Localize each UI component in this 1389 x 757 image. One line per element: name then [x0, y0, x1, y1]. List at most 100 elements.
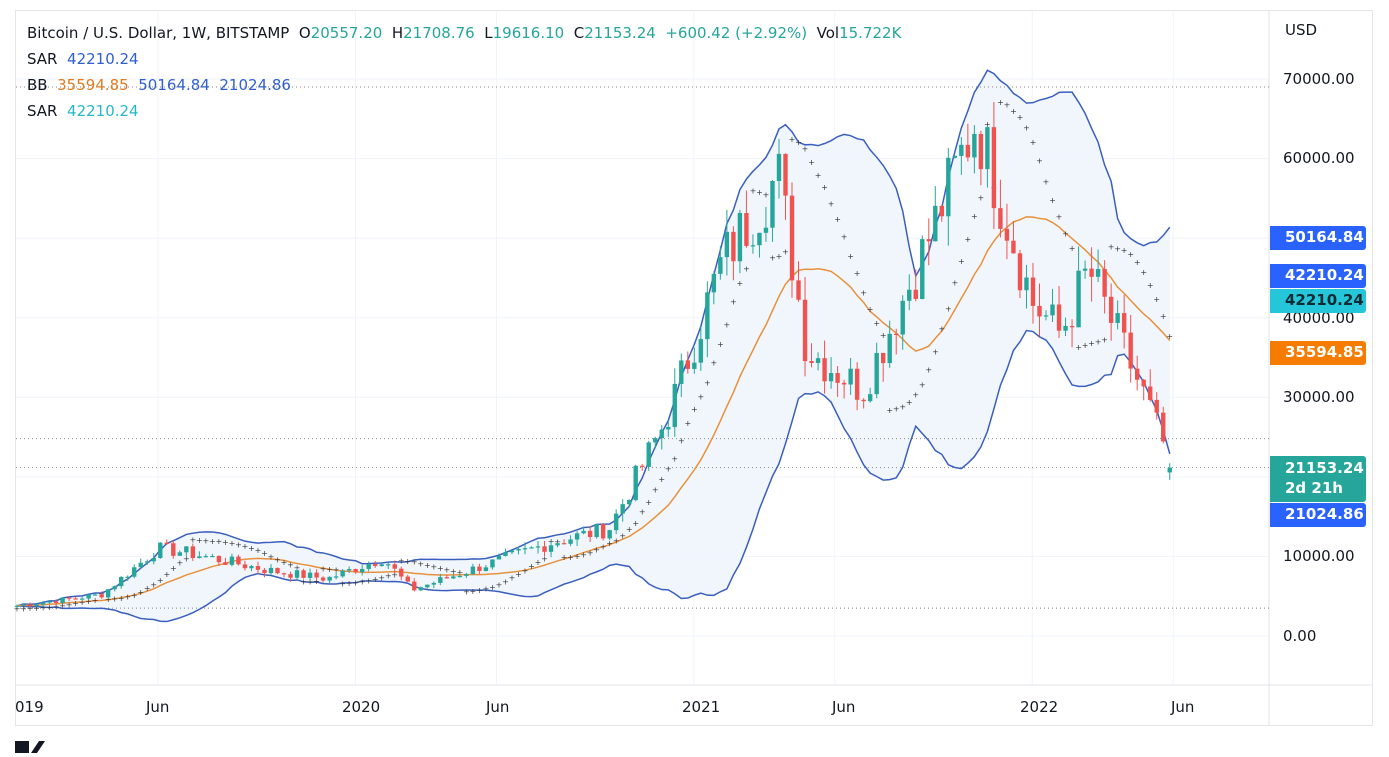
candle-body: [112, 586, 117, 590]
candle-body: [555, 543, 560, 546]
volume-value: 15.722K: [839, 24, 902, 42]
candle-body: [359, 568, 365, 573]
candle-body: [262, 569, 267, 574]
sar-dot: +: [737, 279, 744, 288]
candle-body: [796, 280, 801, 300]
sar-dot: +: [984, 120, 991, 129]
candle-body: [581, 530, 586, 534]
candle-body: [1089, 268, 1094, 277]
price-tick: 70000.00: [1283, 70, 1355, 88]
sar-dot: +: [268, 552, 275, 561]
candle-body: [516, 548, 521, 551]
candle-body: [633, 465, 638, 501]
last-price: 21153.24: [1285, 459, 1364, 477]
legend-bb[interactable]: BB 35594.85 50164.84 21024.86: [27, 76, 291, 94]
candle-body: [640, 465, 645, 467]
candle-body: [177, 552, 183, 556]
sar-dot: +: [118, 594, 125, 603]
candle-body: [477, 566, 482, 572]
sar-dot: +: [997, 98, 1004, 107]
high-label: H: [391, 24, 404, 42]
sar-dot: +: [189, 535, 196, 544]
candle-body: [249, 566, 254, 569]
candle-body: [939, 205, 945, 217]
candle-body: [1102, 269, 1107, 297]
sar-dot: +: [137, 588, 144, 597]
candle-body: [405, 576, 410, 582]
sar-dot: +: [483, 584, 490, 593]
sar-dot: +: [365, 577, 372, 586]
candle-body: [822, 358, 827, 382]
candle-body: [724, 231, 730, 258]
candle-body: [1128, 332, 1133, 369]
sar-dot: +: [40, 603, 47, 612]
candle-body: [281, 573, 287, 575]
candle-body: [451, 576, 456, 579]
sar-dot: +: [808, 158, 815, 167]
sar-dot: +: [1140, 268, 1147, 277]
price-tag-sar: 42210.24: [1270, 264, 1366, 288]
sar-dot: +: [548, 537, 555, 546]
open-label: O: [298, 24, 311, 42]
candle-body: [737, 212, 743, 262]
candle-body: [171, 543, 176, 556]
sar-dot: +: [300, 578, 307, 587]
time-tick: Jun: [832, 698, 856, 716]
sar-dot: +: [828, 200, 835, 209]
sar-dot: +: [163, 570, 170, 579]
candle-body: [92, 594, 98, 596]
sar-dot: +: [1069, 244, 1076, 253]
candle-body: [60, 597, 65, 604]
candle-body: [288, 574, 293, 578]
candle-body: [27, 604, 33, 607]
candle-body: [464, 574, 469, 576]
candle-body: [496, 556, 502, 560]
candle-body: [1115, 313, 1120, 323]
candle-body: [646, 442, 651, 467]
sar-value: 42210.24: [67, 102, 139, 120]
sar-dot: +: [893, 404, 900, 413]
sar-dot: +: [1121, 246, 1128, 255]
sar-dot: +: [834, 215, 841, 224]
candle-body: [692, 362, 697, 369]
sar-dot: +: [1166, 332, 1173, 341]
time-tick: 2020: [342, 698, 381, 716]
sar-dot: +: [313, 577, 320, 586]
candle-body: [145, 561, 150, 563]
candle-body: [353, 569, 358, 573]
legend-sar-2[interactable]: SAR 42210.24: [27, 102, 139, 120]
currency-label[interactable]: USD: [1285, 21, 1318, 39]
symbol-title[interactable]: Bitcoin / U.S. Dollar, 1W, BITSTAMP: [27, 24, 290, 42]
low-label: L: [484, 24, 493, 42]
change-value: +600.42 (+2.92%): [665, 24, 808, 42]
price-tick: 40000.00: [1283, 309, 1355, 327]
sar-dot: +: [144, 584, 151, 593]
sar-dot: +: [945, 304, 952, 313]
sar-dot: +: [587, 548, 594, 557]
candle-body: [750, 245, 756, 247]
sar-dot: +: [176, 559, 183, 568]
candle-body: [653, 438, 658, 443]
candle-body: [874, 352, 879, 395]
sar-dot: +: [352, 578, 359, 587]
candle-body: [105, 589, 111, 598]
sar-dot: +: [372, 575, 379, 584]
candle-body: [972, 133, 977, 158]
candle-body: [333, 576, 339, 578]
sar-dot: +: [691, 405, 698, 414]
candle-body: [659, 429, 664, 439]
legend-sar-1[interactable]: SAR 42210.24: [27, 50, 139, 68]
candle-body: [197, 556, 202, 558]
sar-dot: +: [150, 580, 157, 589]
sar-label: SAR: [27, 102, 58, 120]
sar-dot: +: [14, 604, 21, 613]
candle-body: [203, 556, 209, 558]
sar-dot: +: [229, 539, 236, 548]
tradingview-logo[interactable]: [15, 738, 51, 757]
sar-dot: +: [20, 604, 27, 613]
sar-dot: +: [27, 604, 34, 613]
candle-body: [53, 601, 59, 604]
sar-dot: +: [242, 542, 249, 551]
sar-dot: +: [789, 135, 796, 144]
